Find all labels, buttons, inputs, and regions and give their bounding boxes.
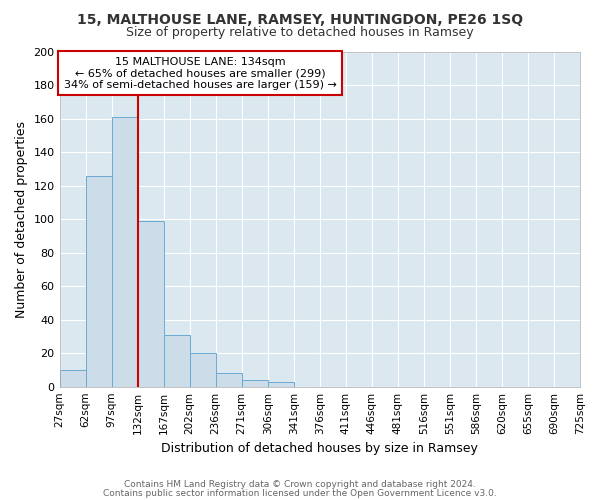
X-axis label: Distribution of detached houses by size in Ramsey: Distribution of detached houses by size …	[161, 442, 478, 455]
Bar	[242, 380, 268, 386]
Bar	[164, 334, 190, 386]
Bar	[215, 374, 242, 386]
Bar	[268, 382, 294, 386]
Bar	[86, 176, 112, 386]
Text: 15, MALTHOUSE LANE, RAMSEY, HUNTINGDON, PE26 1SQ: 15, MALTHOUSE LANE, RAMSEY, HUNTINGDON, …	[77, 12, 523, 26]
Text: Contains HM Land Registry data © Crown copyright and database right 2024.: Contains HM Land Registry data © Crown c…	[124, 480, 476, 489]
Bar	[137, 221, 164, 386]
Text: Size of property relative to detached houses in Ramsey: Size of property relative to detached ho…	[126, 26, 474, 39]
Text: 15 MALTHOUSE LANE: 134sqm
← 65% of detached houses are smaller (299)
34% of semi: 15 MALTHOUSE LANE: 134sqm ← 65% of detac…	[64, 56, 337, 90]
Y-axis label: Number of detached properties: Number of detached properties	[15, 120, 28, 318]
Bar	[59, 370, 86, 386]
Text: Contains public sector information licensed under the Open Government Licence v3: Contains public sector information licen…	[103, 488, 497, 498]
Bar	[112, 117, 137, 386]
Bar	[190, 353, 215, 386]
